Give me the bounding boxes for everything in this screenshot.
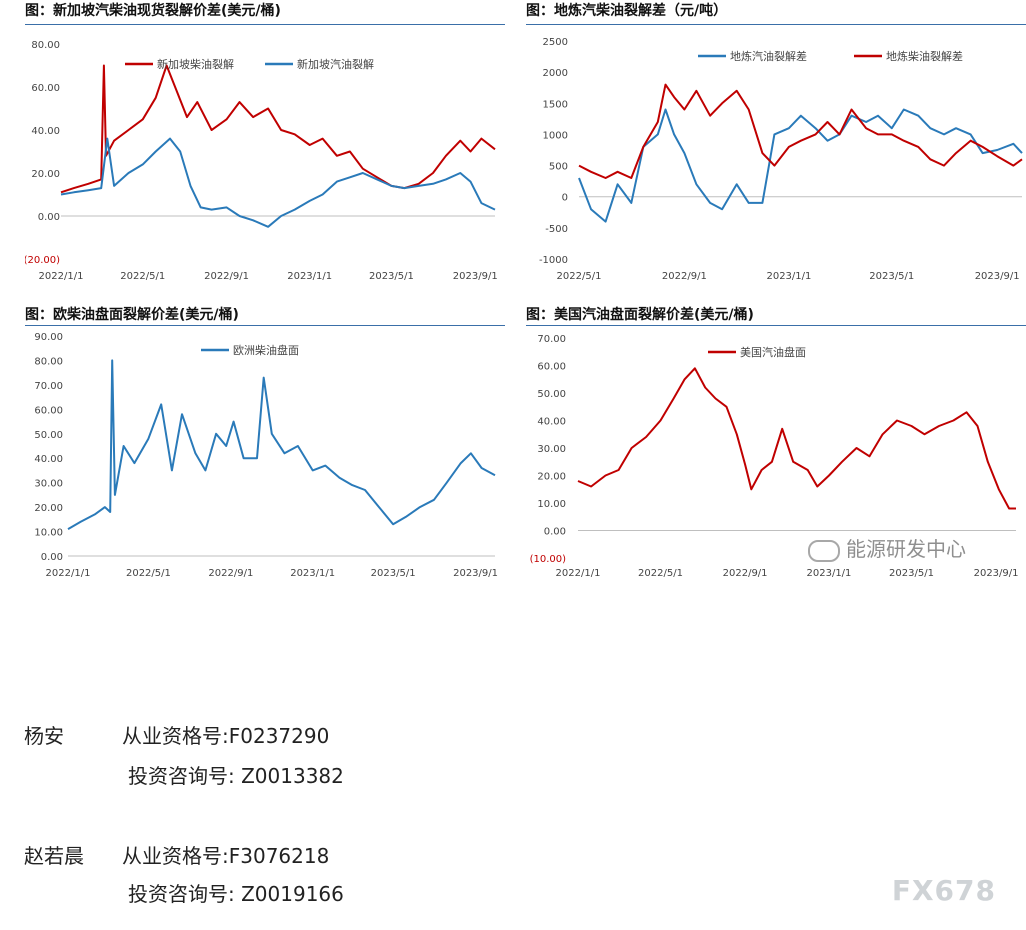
y-tick-label: 70.00 bbox=[537, 334, 566, 345]
y-tick-label: (10.00) bbox=[530, 554, 567, 565]
chart-panel-sg-crack: 图：新加坡汽柴油现货裂解价差(美元/桶) 80.00 60.00 40.00 20.0… bbox=[25, 0, 505, 290]
x-tick-label: 2023/9/1 bbox=[453, 568, 498, 579]
contact-2-license: 从业资格号:F3076218 bbox=[122, 844, 330, 868]
local-refinery-chart: 2500 2000 1500 1000 500 0 -500 -1000 2022/5/1 202… bbox=[539, 37, 1023, 282]
x-tick-label: 2022/9/1 bbox=[662, 271, 707, 282]
x-tick-label: 2023/5/1 bbox=[869, 271, 914, 282]
y-tick-label: 60.00 bbox=[31, 83, 60, 94]
x-tick-label: 2023/9/1 bbox=[975, 271, 1020, 282]
legend-label: 新加坡汽油裂解 bbox=[297, 57, 374, 71]
fx678-watermark: FX678 bbox=[891, 874, 996, 907]
x-tick-label: 2022/9/1 bbox=[208, 568, 253, 579]
contact-1-license: 从业资格号:F0237290 bbox=[122, 724, 330, 748]
x-tick-label: 2023/9/1 bbox=[453, 271, 498, 282]
y-tick-label: 70.00 bbox=[34, 381, 63, 392]
x-tick-label: 2023/5/1 bbox=[369, 271, 414, 282]
x-tick-label: 2022/5/1 bbox=[557, 271, 602, 282]
title-rule bbox=[25, 325, 505, 326]
legend-label: 地炼汽油裂解差 bbox=[730, 49, 807, 63]
y-tick-label: 1500 bbox=[543, 99, 568, 110]
wechat-watermark: 能源研发中心 bbox=[808, 533, 966, 562]
y-tick-label: 80.00 bbox=[34, 356, 63, 367]
y-tick-label: 40.00 bbox=[537, 417, 566, 428]
chart-panel-us-gasoline: 图：美国汽油盘面裂解价差(美元/桶) 70.00 60.00 50.00 40.00 3… bbox=[526, 304, 1026, 584]
x-tick-label: 2022/5/1 bbox=[126, 568, 171, 579]
y-tick-label: 0.00 bbox=[38, 212, 60, 223]
series-line bbox=[578, 108, 1023, 223]
chart-title: 图：美国汽油盘面裂解价差(美元/桶) bbox=[526, 307, 754, 323]
sg-crack-chart: 80.00 60.00 40.00 20.00 0.00 (20.00) 2022/1/1 2… bbox=[25, 40, 498, 282]
us-gasoline-chart: 70.00 60.00 50.00 40.00 30.00 20.00 10.00 0.00 (… bbox=[530, 334, 1019, 579]
x-tick-label: 2022/5/1 bbox=[120, 271, 165, 282]
x-tick-label: 2022/1/1 bbox=[556, 568, 601, 579]
y-tick-label: 2000 bbox=[543, 68, 568, 79]
legend-label: 新加坡柴油裂解 bbox=[157, 57, 234, 71]
x-tick-label: 2022/1/1 bbox=[39, 271, 84, 282]
y-tick-label: 0.00 bbox=[41, 552, 63, 563]
contact-2-advisory: 投资咨询号: Z0019166 bbox=[128, 882, 344, 906]
y-tick-label: 10.00 bbox=[34, 528, 63, 539]
x-tick-label: 2023/1/1 bbox=[290, 568, 335, 579]
y-tick-label: 40.00 bbox=[31, 126, 60, 137]
y-tick-label: 30.00 bbox=[34, 479, 63, 490]
y-tick-label: 90.00 bbox=[34, 332, 63, 343]
y-tick-label: 30.00 bbox=[537, 444, 566, 455]
contact-1-name: 杨安 bbox=[24, 724, 64, 748]
x-tick-label: 2023/1/1 bbox=[766, 271, 811, 282]
y-tick-label: 60.00 bbox=[34, 405, 63, 416]
y-tick-label: 50.00 bbox=[537, 389, 566, 400]
contact-1-advisory: 投资咨询号: Z0013382 bbox=[128, 764, 344, 788]
x-tick-label: 2023/1/1 bbox=[287, 271, 332, 282]
title-rule bbox=[526, 325, 1026, 326]
chart-title: 图：欧柴油盘面裂解价差(美元/桶) bbox=[25, 307, 239, 323]
x-tick-label: 2022/1/1 bbox=[46, 568, 91, 579]
y-tick-label: (20.00) bbox=[25, 255, 60, 266]
y-tick-label: 50.00 bbox=[34, 430, 63, 441]
x-tick-label: 2023/5/1 bbox=[889, 568, 934, 579]
chart-panel-local-refinery: 图：地炼汽柴油裂解差（元/吨） 2500 2000 1500 1000 500 0 -500… bbox=[526, 0, 1026, 290]
legend-label: 地炼柴油裂解差 bbox=[886, 49, 963, 63]
legend-label: 欧洲柴油盘面 bbox=[233, 343, 299, 357]
y-tick-label: 1000 bbox=[543, 130, 568, 141]
y-tick-label: 0.00 bbox=[544, 527, 566, 538]
contact-2-name: 赵若晨 bbox=[24, 844, 84, 868]
x-tick-label: 2022/5/1 bbox=[638, 568, 683, 579]
series-line bbox=[577, 367, 1016, 510]
y-tick-label: -500 bbox=[545, 224, 568, 235]
y-tick-label: 20.00 bbox=[31, 169, 60, 180]
eu-diesel-chart: 90.00 80.00 70.00 60.00 50.00 40.00 30.00 20.00… bbox=[34, 332, 498, 579]
y-tick-label: 0 bbox=[562, 193, 568, 204]
chart-title: 图：地炼汽柴油裂解差（元/吨） bbox=[526, 3, 728, 19]
x-tick-label: 2023/9/1 bbox=[974, 568, 1019, 579]
title-rule bbox=[25, 24, 505, 25]
series-line bbox=[60, 64, 496, 194]
x-tick-label: 2023/5/1 bbox=[371, 568, 416, 579]
x-tick-label: 2022/9/1 bbox=[204, 271, 249, 282]
x-tick-label: 2023/1/1 bbox=[807, 568, 852, 579]
y-tick-label: 80.00 bbox=[31, 40, 60, 51]
y-tick-label: 40.00 bbox=[34, 454, 63, 465]
y-tick-label: 10.00 bbox=[537, 499, 566, 510]
title-rule bbox=[526, 24, 1026, 25]
y-tick-label: 60.00 bbox=[537, 362, 566, 373]
y-tick-label: -1000 bbox=[539, 255, 568, 266]
wechat-logo-icon bbox=[808, 539, 840, 562]
x-tick-label: 2022/9/1 bbox=[723, 568, 768, 579]
series-line bbox=[60, 137, 496, 228]
chart-panel-eu-diesel: 图：欧柴油盘面裂解价差(美元/桶) 90.00 80.00 70.00 60.00 50… bbox=[25, 304, 505, 584]
y-tick-label: 20.00 bbox=[537, 472, 566, 483]
y-tick-label: 2500 bbox=[543, 37, 568, 48]
y-tick-label: 500 bbox=[549, 162, 568, 173]
y-tick-label: 20.00 bbox=[34, 503, 63, 514]
chart-title: 图：新加坡汽柴油现货裂解价差(美元/桶) bbox=[25, 3, 281, 19]
legend-label: 美国汽油盘面 bbox=[740, 345, 806, 359]
series-line bbox=[578, 83, 1023, 179]
series-line bbox=[67, 359, 496, 530]
